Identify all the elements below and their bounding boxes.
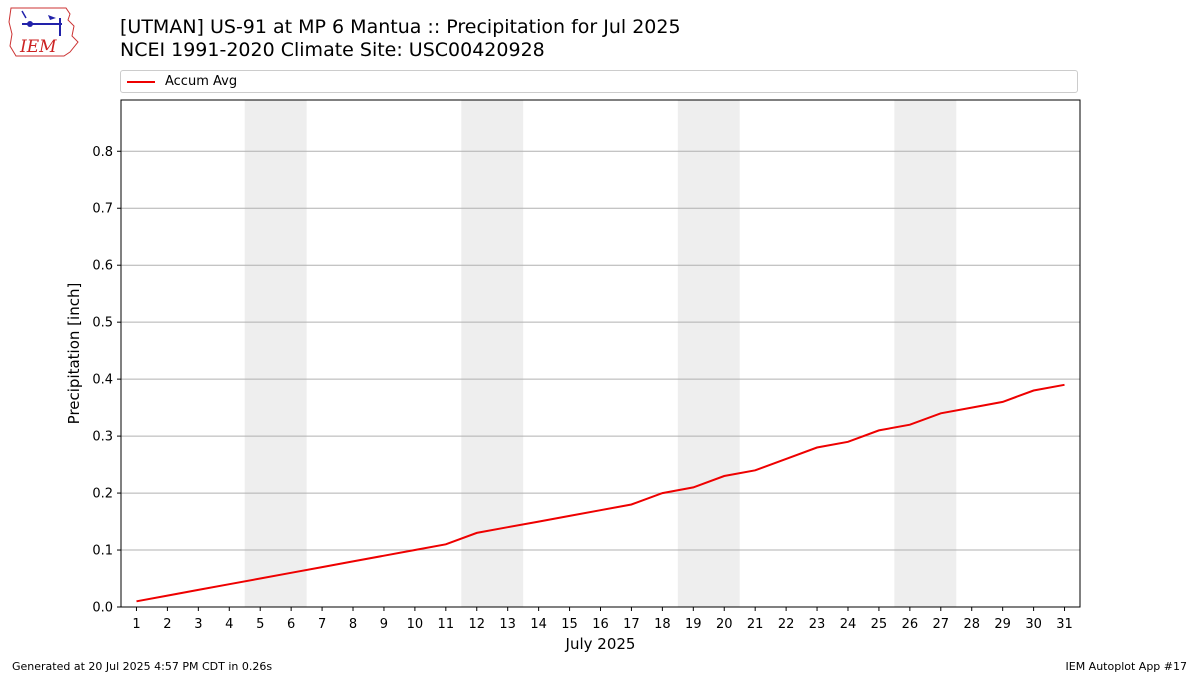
x-tick-label: 21 [747,617,764,632]
y-tick-label: 0.7 [92,202,113,217]
legend-label: Accum Avg [165,74,238,89]
x-tick-label: 3 [194,617,202,632]
logo-text: IEM [19,37,57,57]
x-tick-label: 6 [287,617,295,632]
x-tick-label: 14 [530,617,547,632]
y-tick-label: 0.2 [92,487,113,502]
y-axis-label: Precipitation [inch] [65,283,83,425]
legend: Accum Avg [120,70,1078,93]
x-tick-label: 1 [132,617,140,632]
y-tick-label: 0.4 [92,373,113,388]
x-tick-label: 11 [438,617,455,632]
x-tick-label: 20 [716,617,733,632]
iem-logo: IEM [8,7,79,57]
x-tick-label: 31 [1056,617,1073,632]
weekend-band [677,100,740,607]
x-tick-label: 9 [380,617,388,632]
x-tick-label: 17 [623,617,640,632]
y-tick-label: 0.5 [92,316,113,331]
x-tick-label: 4 [225,617,233,632]
y-tick-label: 0.1 [92,544,113,559]
y-tick-label: 0.8 [92,145,113,160]
x-tick-label: 10 [407,617,424,632]
x-tick-label: 28 [963,617,980,632]
y-tick-label: 0.6 [92,259,113,274]
x-tick-label: 16 [592,617,609,632]
x-tick-label: 2 [163,617,171,632]
y-tick-label: 0.3 [92,430,113,445]
x-tick-label: 15 [561,617,578,632]
chart-subtitle: NCEI 1991-2020 Climate Site: USC00420928 [120,39,545,61]
x-tick-label: 12 [468,617,485,632]
weekend-band [461,100,524,607]
x-tick-label: 27 [933,617,950,632]
x-tick-label: 22 [778,617,795,632]
weekend-band [894,100,957,607]
x-tick-label: 5 [256,617,264,632]
weekend-band [244,100,307,607]
x-axis-label: July 2025 [565,635,636,653]
chart-title: [UTMAN] US-91 at MP 6 Mantua :: Precipit… [120,16,681,38]
legend-swatch [127,81,155,83]
x-tick-label: 19 [685,617,702,632]
x-tick-label: 8 [349,617,357,632]
x-tick-label: 7 [318,617,326,632]
x-tick-label: 24 [840,617,857,632]
x-tick-label: 30 [1025,617,1042,632]
x-tick-label: 26 [902,617,919,632]
x-tick-label: 29 [994,617,1011,632]
x-tick-label: 23 [809,617,826,632]
series-line-accum-avg [136,383,1065,603]
footer-app: IEM Autoplot App #17 [1065,660,1188,673]
x-tick-label: 25 [871,617,888,632]
x-tick-label: 13 [499,617,516,632]
footer-generated: Generated at 20 Jul 2025 4:57 PM CDT in … [12,660,273,673]
y-tick-label: 0.0 [92,601,113,616]
x-tick-label: 18 [654,617,671,632]
